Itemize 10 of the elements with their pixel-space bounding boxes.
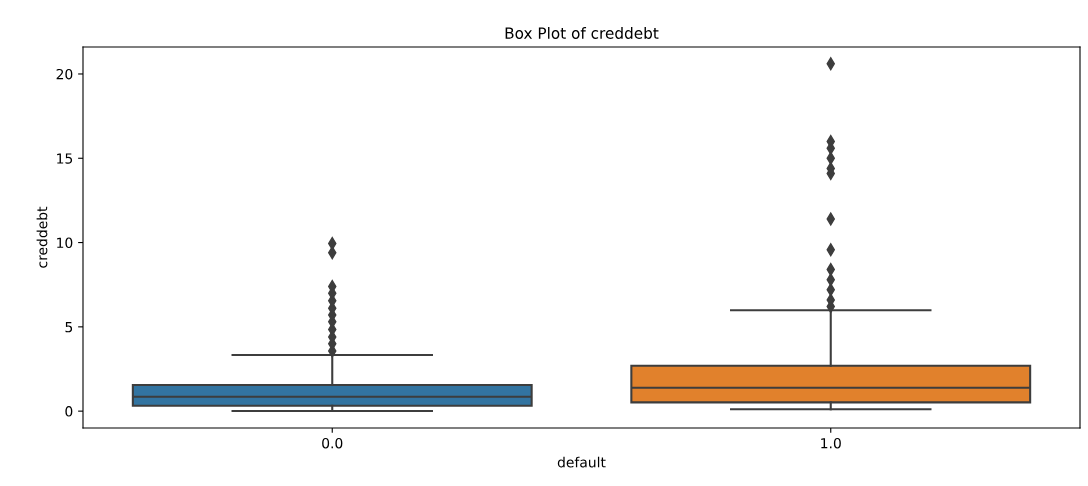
x-axis-title: default [557,456,606,468]
y-tick-label: 20 [56,68,73,80]
y-tick-label: 5 [65,322,73,333]
y-tick-label: 15 [57,153,73,164]
y-tick-label: 10 [57,237,73,249]
chart-title: Box Plot of creddebt [505,27,659,39]
y-tick-label: 0 [65,406,73,417]
y-axis-title: creddebt [36,206,48,268]
x-tick-label: 1.0 [821,437,841,449]
x-tick-label: 0.0 [322,437,343,449]
